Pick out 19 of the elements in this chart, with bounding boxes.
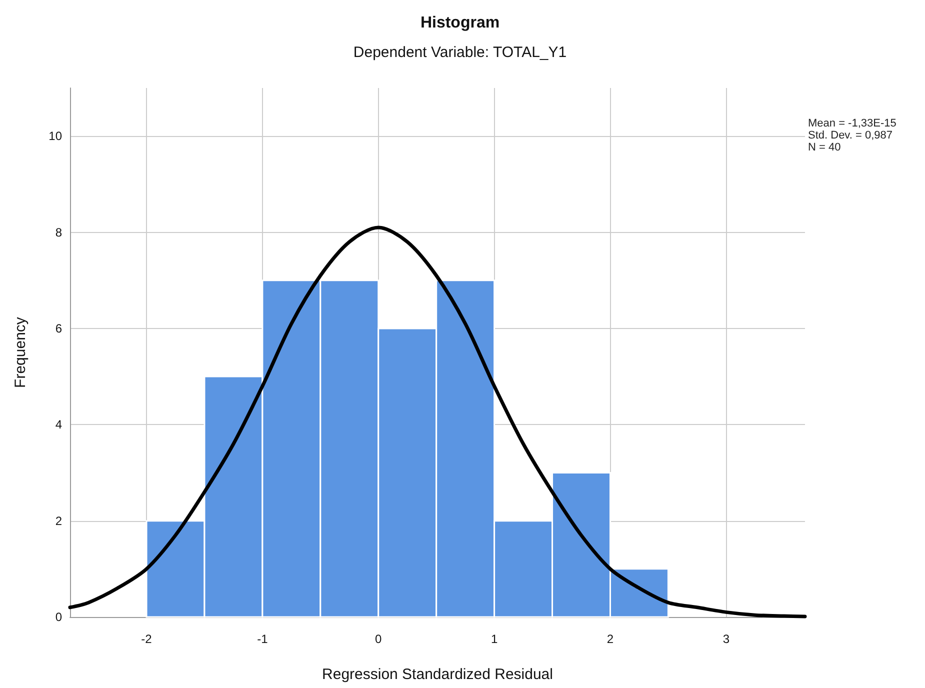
y-tick-label: 2 [55,514,62,528]
chart-title: Histogram [420,14,500,32]
y-tick-label: 0 [55,610,62,624]
x-tick-label: 3 [722,632,730,646]
text: Std. Dev. = 0,987 [808,130,892,142]
y-axis-title: Frequency [12,316,29,388]
x-tick-label: -1 [257,632,268,646]
y-tick-label: 8 [55,225,62,240]
text: N = 40 [808,142,841,154]
x-axis-title: Regression Standardized Residual [322,666,553,683]
text: Mean = -1,33E-15 [808,118,896,130]
chart-subtitle: Dependent Variable: TOTAL_Y1 [353,44,567,61]
x-tick-label: 0 [375,632,382,646]
y-tick-label: 4 [55,418,62,432]
y-tick-label: 10 [48,129,62,144]
x-tick-label: 1 [490,632,498,646]
y-tick-label: 6 [55,321,62,336]
x-tick-label: 2 [606,632,614,646]
x-tick-label: -2 [141,632,152,646]
